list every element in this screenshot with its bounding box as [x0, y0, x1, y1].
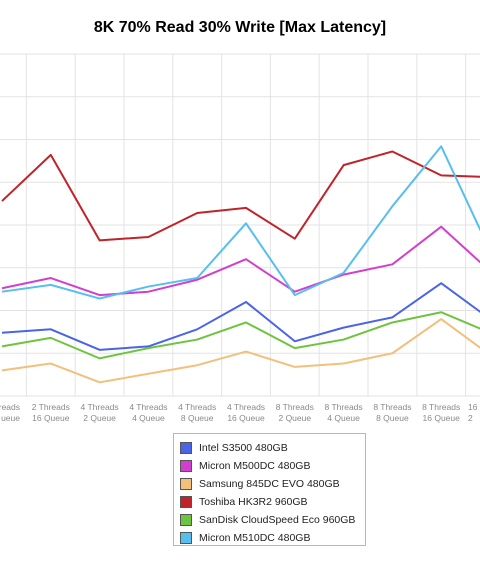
x-tick-label: 8 Queue: [181, 413, 214, 423]
legend-item: Micron M510DC 480GB: [180, 529, 310, 547]
legend-label: Samsung 845DC EVO 480GB: [199, 478, 340, 490]
x-tick-label: 4 Queue: [327, 413, 360, 423]
x-tick-label: 16 Queue: [227, 413, 265, 423]
gridlines: [0, 53, 480, 397]
x-tick-label: 2 Threads: [32, 402, 70, 412]
legend-swatch: [180, 514, 192, 526]
x-tick-label: 8 Threads: [325, 402, 363, 412]
x-tick-label: 8 Queue: [376, 413, 409, 423]
legend-item: Toshiba HK3R2 960GB: [180, 493, 308, 511]
x-tick-label: 4 Queue: [132, 413, 165, 423]
legend: Intel S3500 480GB Micron M500DC 480GB Sams…: [173, 433, 366, 546]
legend-label: SanDisk CloudSpeed Eco 960GB: [199, 514, 356, 526]
x-tick-label: 16: [468, 402, 478, 412]
legend-swatch: [180, 478, 192, 490]
x-tick-label: 16 Queue: [32, 413, 70, 423]
x-tick-label: 4 Threads: [81, 402, 119, 412]
x-tick-label: 8 Threads: [422, 402, 460, 412]
legend-swatch: [180, 496, 192, 508]
x-tick-label: 16 Queue: [423, 413, 461, 423]
legend-label: Intel S3500 480GB: [199, 442, 288, 454]
legend-swatch: [180, 442, 192, 454]
x-tick-label: 4 Threads: [129, 402, 167, 412]
series-line-samsung-845dc-evo-480gb: [1, 318, 480, 384]
legend-item: Samsung 845DC EVO 480GB: [180, 475, 340, 493]
legend-label: Micron M500DC 480GB: [199, 460, 311, 472]
chart-title: 8K 70% Read 30% Write [Max Latency]: [93, 19, 387, 36]
legend-label: Micron M510DC 480GB: [199, 532, 311, 544]
series-lines: [1, 145, 480, 384]
x-tick-label: 8 Threads: [276, 402, 314, 412]
legend-item: Micron M500DC 480GB: [180, 457, 310, 475]
series-line-sandisk-cloudspeed-eco-960gb: [1, 311, 480, 360]
legend-label: Toshiba HK3R2 960GB: [199, 496, 308, 508]
series-line-toshiba-hk3r2-960gb: [1, 150, 480, 242]
legend-swatch: [180, 460, 192, 472]
legend-item: SanDisk CloudSpeed Eco 960GB: [180, 511, 355, 529]
legend-item: Intel S3500 480GB: [180, 439, 288, 457]
legend-swatch: [180, 532, 192, 544]
series-line-micron-m500dc-480gb: [1, 225, 480, 297]
x-tick-label: 4 Threads: [178, 402, 216, 412]
x-tick-label: 2 Queue: [83, 413, 116, 423]
x-tick-label: ueue: [1, 413, 20, 423]
series-line-micron-m510dc-480gb: [1, 145, 480, 300]
x-tick-label: 4 Threads: [227, 402, 265, 412]
x-tick-label: 8 Threads: [373, 402, 411, 412]
x-tick-label: 2 Queue: [278, 413, 311, 423]
x-tick-label: Threads: [0, 402, 20, 412]
series-line-intel-s3500-480gb: [1, 282, 480, 351]
x-tick-label: 2: [468, 413, 473, 423]
